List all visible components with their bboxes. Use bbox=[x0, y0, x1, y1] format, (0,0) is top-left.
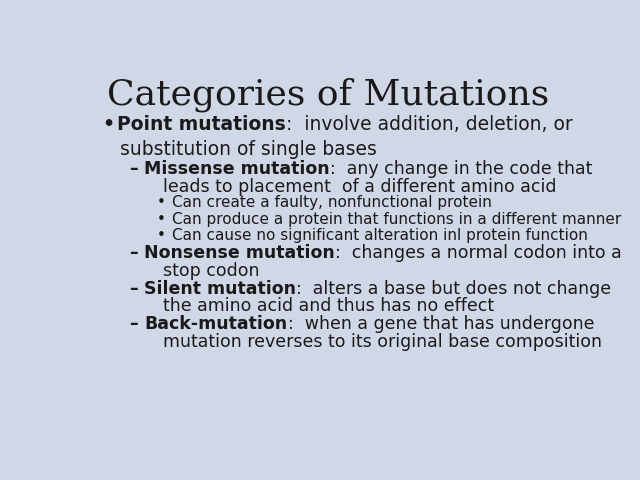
Text: Point mutations: Point mutations bbox=[117, 115, 286, 134]
Text: substitution of single bases: substitution of single bases bbox=[102, 140, 377, 159]
Text: stop codon: stop codon bbox=[129, 262, 259, 280]
Text: –: – bbox=[129, 315, 138, 333]
Text: Can create a faulty, nonfunctional protein: Can create a faulty, nonfunctional prote… bbox=[172, 195, 492, 210]
Text: •: • bbox=[102, 115, 115, 134]
Text: :  when a gene that has undergone: : when a gene that has undergone bbox=[287, 315, 594, 333]
Text: •: • bbox=[157, 212, 166, 227]
Text: –: – bbox=[129, 280, 138, 298]
Text: Can produce a protein that functions in a different manner: Can produce a protein that functions in … bbox=[172, 212, 621, 227]
Text: :  involve addition, deletion, or: : involve addition, deletion, or bbox=[286, 115, 573, 134]
Text: :  any change in the code that: : any change in the code that bbox=[330, 160, 593, 178]
Text: Silent mutation: Silent mutation bbox=[145, 280, 296, 298]
Text: Can cause no significant alteration inl protein function: Can cause no significant alteration inl … bbox=[172, 228, 588, 243]
Text: mutation reverses to its original base composition: mutation reverses to its original base c… bbox=[129, 333, 602, 351]
Text: Categories of Mutations: Categories of Mutations bbox=[107, 78, 549, 112]
Text: the amino acid and thus has no effect: the amino acid and thus has no effect bbox=[129, 298, 493, 315]
Text: :  alters a base but does not change: : alters a base but does not change bbox=[296, 280, 612, 298]
Text: –: – bbox=[129, 160, 138, 178]
Text: –: – bbox=[129, 244, 138, 262]
Text: :  changes a normal codon into a: : changes a normal codon into a bbox=[335, 244, 622, 262]
Text: Missense mutation: Missense mutation bbox=[145, 160, 330, 178]
Text: Nonsense mutation: Nonsense mutation bbox=[145, 244, 335, 262]
Text: •: • bbox=[157, 228, 166, 243]
Text: Back-mutation: Back-mutation bbox=[145, 315, 287, 333]
Text: leads to placement  of a different amino acid: leads to placement of a different amino … bbox=[129, 178, 556, 196]
Text: •: • bbox=[157, 195, 166, 210]
